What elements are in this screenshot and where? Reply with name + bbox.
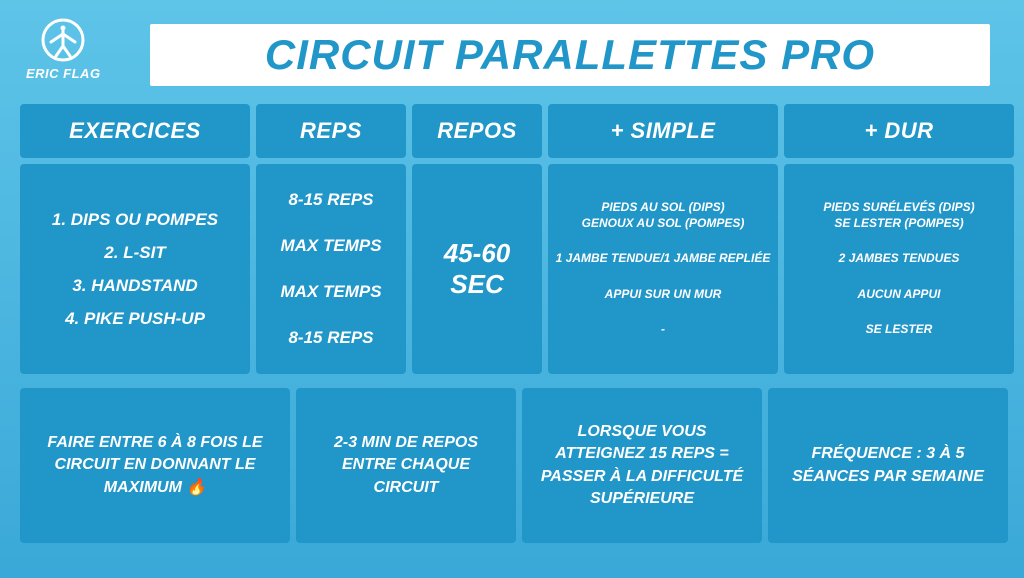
note-2: 2-3 MIN DE REPOS ENTRE CHAQUE CIRCUIT xyxy=(296,388,516,543)
dur-cell: PIEDS SURÉLEVÉS (DIPS) SE LESTER (POMPES… xyxy=(784,164,1014,374)
simple-2: 1 JAMBE TENDUE/1 JAMBE REPLIÉE xyxy=(556,251,771,267)
header-exercices: EXERCICES xyxy=(20,104,250,158)
logo-icon xyxy=(36,16,90,64)
header-reps: REPS xyxy=(256,104,406,158)
reps-1: 8-15 REPS xyxy=(288,190,373,210)
exercise-1: 1. DIPS OU POMPES xyxy=(26,210,244,230)
simple-4: - xyxy=(661,322,665,338)
exercises-cell: 1. DIPS OU POMPES 2. L-SIT 3. HANDSTAND … xyxy=(20,164,250,374)
exercise-3: 3. HANDSTAND xyxy=(26,276,244,296)
simple-cell: PIEDS AU SOL (DIPS) GENOUX AU SOL (POMPE… xyxy=(548,164,778,374)
header-dur: + DUR xyxy=(784,104,1014,158)
brand-logo: ERIC FLAG xyxy=(26,16,101,81)
simple-3: APPUI SUR UN MUR xyxy=(605,287,722,303)
dur-4: SE LESTER xyxy=(866,322,933,338)
rest-cell: 45-60 SEC xyxy=(412,164,542,374)
exercise-4: 4. PIKE PUSH-UP xyxy=(26,309,244,329)
rest-unit: SEC xyxy=(444,269,511,300)
title-bar: CIRCUIT PARALLETTES PRO xyxy=(150,24,990,86)
page-title: CIRCUIT PARALLETTES PRO xyxy=(265,31,875,79)
simple-1: PIEDS AU SOL (DIPS) GENOUX AU SOL (POMPE… xyxy=(582,200,745,231)
header-simple: + SIMPLE xyxy=(548,104,778,158)
dur-2: 2 JAMBES TENDUES xyxy=(839,251,960,267)
note-3: LORSQUE VOUS ATTEIGNEZ 15 REPS = PASSER … xyxy=(522,388,762,543)
rest-value: 45-60 xyxy=(444,238,511,269)
note-1: FAIRE ENTRE 6 À 8 FOIS LE CIRCUIT EN DON… xyxy=(20,388,290,543)
reps-cell: 8-15 REPS MAX TEMPS MAX TEMPS 8-15 REPS xyxy=(256,164,406,374)
reps-2: MAX TEMPS xyxy=(280,236,381,256)
dur-1: PIEDS SURÉLEVÉS (DIPS) SE LESTER (POMPES… xyxy=(823,200,974,231)
notes-row: FAIRE ENTRE 6 À 8 FOIS LE CIRCUIT EN DON… xyxy=(20,388,1004,543)
reps-4: 8-15 REPS xyxy=(288,328,373,348)
reps-3: MAX TEMPS xyxy=(280,282,381,302)
brand-name: ERIC FLAG xyxy=(26,66,101,81)
header-repos: REPOS xyxy=(412,104,542,158)
exercise-2: 2. L-SIT xyxy=(26,243,244,263)
main-grid: EXERCICES REPS REPOS + SIMPLE + DUR 1. D… xyxy=(20,104,1004,374)
dur-3: AUCUN APPUI xyxy=(858,287,941,303)
note-4: FRÉQUENCE : 3 À 5 SÉANCES PAR SEMAINE xyxy=(768,388,1008,543)
